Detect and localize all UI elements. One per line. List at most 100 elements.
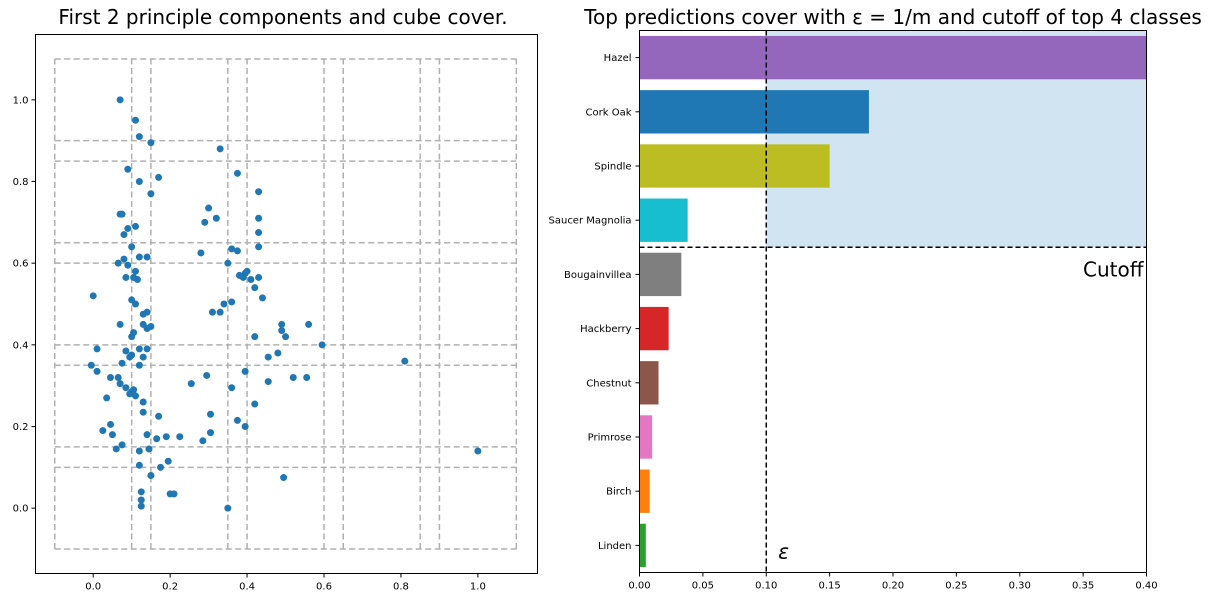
bar-bougainvillea: [639, 252, 682, 297]
scatter-point: [122, 273, 130, 281]
scatter-point: [278, 327, 286, 335]
scatter-point: [228, 298, 236, 306]
x-tick-label: 0.40: [1135, 581, 1157, 592]
x-tick-label: 0.4: [239, 582, 255, 593]
scatter-point: [278, 320, 286, 328]
scatter-point: [135, 345, 143, 353]
scatter-point: [118, 441, 126, 449]
category-label: Birch: [606, 487, 631, 498]
scatter-point: [251, 333, 259, 341]
x-tick-label: 0.30: [1009, 581, 1031, 592]
scatter-point: [203, 371, 211, 379]
right-plot-frame: [639, 30, 1147, 573]
scatter-point: [132, 300, 140, 308]
left-plot-frame: [35, 34, 538, 574]
scatter-point: [264, 353, 272, 361]
scatter-point: [216, 145, 224, 153]
scatter-point: [116, 96, 124, 104]
scatter-point: [93, 367, 101, 375]
scatter-point: [93, 345, 101, 353]
scatter-point: [132, 267, 140, 275]
scatter-point: [135, 253, 143, 261]
scatter-point: [116, 380, 124, 388]
y-tick-label: 0.2: [13, 422, 29, 433]
category-label: Primrose: [588, 433, 632, 444]
scatter-point: [280, 474, 288, 482]
x-tick-label: 0.00: [628, 581, 650, 592]
x-tick-label: 0.15: [818, 581, 840, 592]
scatter-point: [157, 463, 165, 471]
scatter-point: [132, 222, 140, 230]
scatter-point: [122, 384, 130, 392]
scatter-point: [147, 472, 155, 479]
scatter-point: [258, 294, 266, 302]
scatter-point: [205, 204, 213, 212]
scatter-point: [87, 361, 95, 369]
scatter-point: [228, 384, 236, 392]
scatter-point: [135, 133, 143, 141]
left-x-ticks: 0.0 0.2 0.4 0.6 0.8 1.0: [85, 573, 486, 593]
x-tick-label: 0.6: [316, 582, 332, 593]
y-tick-label: 0.4: [13, 340, 29, 351]
category-label: Cork Oak: [586, 107, 632, 118]
scatter-point: [132, 116, 140, 124]
scatter-point: [170, 490, 178, 498]
scatter-point: [212, 214, 220, 222]
scatter-point: [197, 249, 205, 257]
x-tick-label: 0.05: [692, 581, 714, 592]
bar-hackberry: [639, 306, 669, 351]
scatter-points: [87, 96, 482, 512]
scatter-point: [241, 423, 249, 430]
scatter-point: [216, 308, 224, 316]
scatter-point: [143, 431, 151, 439]
scatter-point: [139, 398, 147, 406]
scatter-point: [162, 433, 170, 441]
scatter-point: [147, 139, 155, 147]
scatter-point: [135, 178, 143, 185]
scatter-point: [255, 214, 263, 222]
scatter-point: [99, 427, 107, 435]
category-label: Bougainvillea: [564, 270, 631, 281]
y-tick-label: 0.8: [13, 177, 29, 188]
x-tick-label: 0.2: [162, 582, 178, 593]
bar-linden: [639, 523, 646, 568]
bar-cork-oak: [639, 90, 869, 134]
y-tick-label: 0.6: [13, 259, 29, 270]
scatter-point: [282, 333, 290, 341]
scatter-point: [133, 276, 141, 283]
scatter-point: [143, 253, 151, 261]
scatter-point: [126, 390, 134, 398]
scatter-point: [199, 437, 207, 445]
category-label: Spindle: [594, 162, 631, 173]
x-tick-label: 0.0: [85, 582, 101, 593]
scatter-point: [274, 349, 282, 357]
scatter-point: [401, 357, 409, 365]
category-label: Saucer Magnolia: [549, 216, 632, 227]
scatter-point: [118, 210, 126, 218]
scatter-point: [122, 347, 130, 355]
right-y-ticks: Hazel Cork Oak Spindle Saucer Magnolia Bouga…: [549, 53, 640, 552]
scatter-point: [243, 267, 251, 275]
x-tick-label: 1.0: [470, 582, 486, 593]
scatter-point: [128, 243, 136, 251]
scatter-point: [135, 461, 143, 469]
scatter-point: [116, 320, 124, 328]
category-label: Linden: [598, 541, 632, 552]
left-y-ticks: 0.0 0.2 0.4 0.6 0.8 1.0: [13, 95, 36, 515]
category-label: Hackberry: [580, 324, 631, 335]
x-tick-label: 0.10: [755, 581, 777, 592]
scatter-point: [220, 300, 228, 308]
scatter-point: [120, 231, 128, 239]
scatter-point: [164, 457, 172, 465]
category-label: Hazel: [604, 53, 632, 64]
scatter-point: [201, 218, 209, 226]
scatter-point: [176, 433, 184, 441]
bar-primrose: [639, 415, 653, 459]
epsilon-label: ε: [778, 540, 789, 564]
scatter-point: [305, 320, 313, 328]
scatter-point: [187, 380, 195, 388]
prediction-bars: [639, 35, 1147, 568]
right-chart-title: Top predictions cover with ε = 1/m and c…: [583, 5, 1202, 29]
scatter-point: [147, 190, 155, 198]
